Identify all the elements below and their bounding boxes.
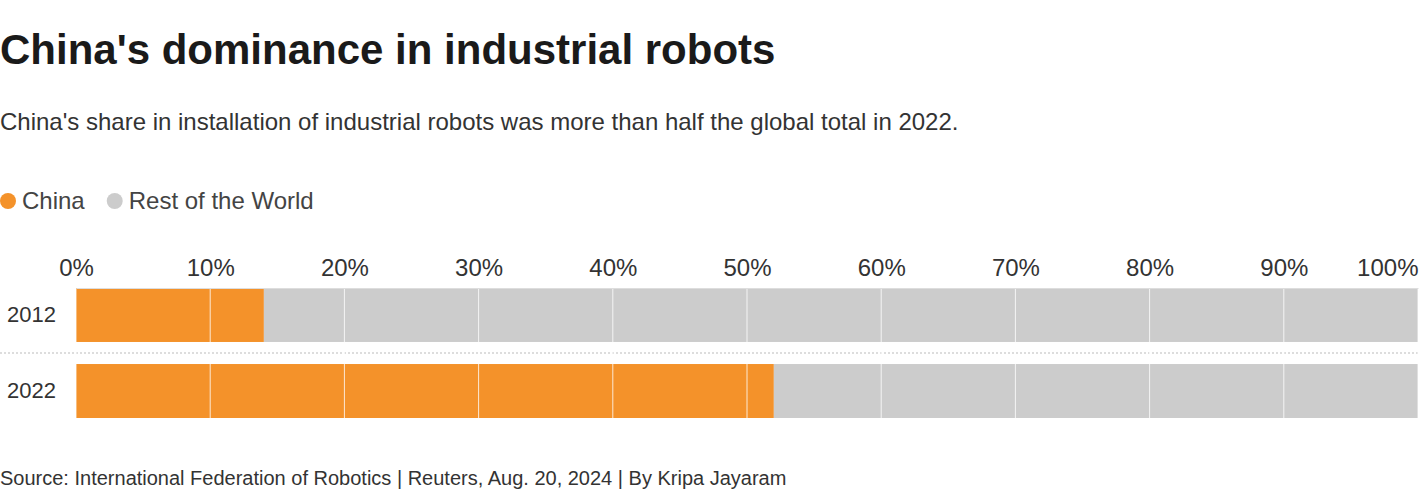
grid-line	[612, 288, 613, 418]
x-tick: 40%	[589, 254, 637, 288]
x-tick-label: 0%	[59, 254, 94, 281]
x-axis-line	[77, 288, 1419, 289]
grid-line	[1149, 288, 1150, 418]
bar	[774, 364, 1418, 418]
x-tick-label: 40%	[589, 254, 637, 281]
y-tick-label: 2012	[7, 302, 56, 327]
x-tick: 30%	[455, 254, 503, 288]
grid-line	[881, 288, 882, 418]
grid-line	[210, 288, 211, 418]
y-tick-label: 2022	[7, 378, 56, 403]
grid-line	[1283, 288, 1284, 418]
x-axis: 0% 10% 20% 30% 40% 50% 60% 70% 80% 90% 100%	[59, 254, 1418, 289]
x-tick-label: 70%	[992, 254, 1040, 281]
x-tick: 90%	[1260, 254, 1308, 288]
bar	[76, 288, 264, 342]
legend-swatch	[107, 193, 123, 209]
legend-swatch	[0, 193, 16, 209]
y-tick: 2022	[7, 378, 56, 403]
grid-line	[747, 288, 748, 418]
bar	[76, 364, 774, 418]
chart: China's dominance in industrial robots Ch…	[0, 0, 1420, 500]
legend-item: Rest of the World	[107, 187, 314, 214]
legend-label: China	[22, 187, 85, 214]
subtitle: China's share in installation of industr…	[0, 108, 958, 135]
x-tick: 100%	[1357, 254, 1418, 288]
x-tick: 50%	[723, 254, 771, 288]
x-tick-label: 100%	[1357, 254, 1418, 281]
x-tick-label: 80%	[1126, 254, 1174, 281]
grid-line	[344, 288, 345, 418]
title: China's dominance in industrial robots	[0, 26, 775, 73]
legend: China Rest of the World	[0, 187, 314, 214]
grid	[76, 288, 1418, 418]
x-tick-label: 10%	[187, 254, 235, 281]
x-tick: 80%	[1126, 254, 1174, 288]
grid-line	[76, 288, 77, 418]
x-tick-label: 50%	[723, 254, 771, 281]
legend-label: Rest of the World	[129, 187, 314, 214]
x-tick: 20%	[321, 254, 369, 288]
legend-item: China	[0, 187, 85, 214]
bars	[76, 288, 1418, 418]
x-tick-label: 30%	[455, 254, 503, 281]
x-tick-label: 60%	[858, 254, 906, 281]
x-tick: 0%	[59, 254, 94, 288]
grid-line	[1015, 288, 1016, 418]
x-tick: 70%	[992, 254, 1040, 288]
x-tick: 60%	[858, 254, 906, 288]
grid-line	[478, 288, 479, 418]
bar	[264, 288, 1418, 342]
x-tick-label: 90%	[1260, 254, 1308, 281]
y-axis: 2012 2022	[7, 302, 56, 403]
y-tick: 2012	[7, 302, 56, 327]
row-separator	[0, 353, 1418, 354]
x-tick-label: 20%	[321, 254, 369, 281]
x-tick: 10%	[187, 254, 235, 288]
grid-line	[1418, 288, 1419, 418]
source: Source: International Federation of Robo…	[0, 467, 786, 489]
